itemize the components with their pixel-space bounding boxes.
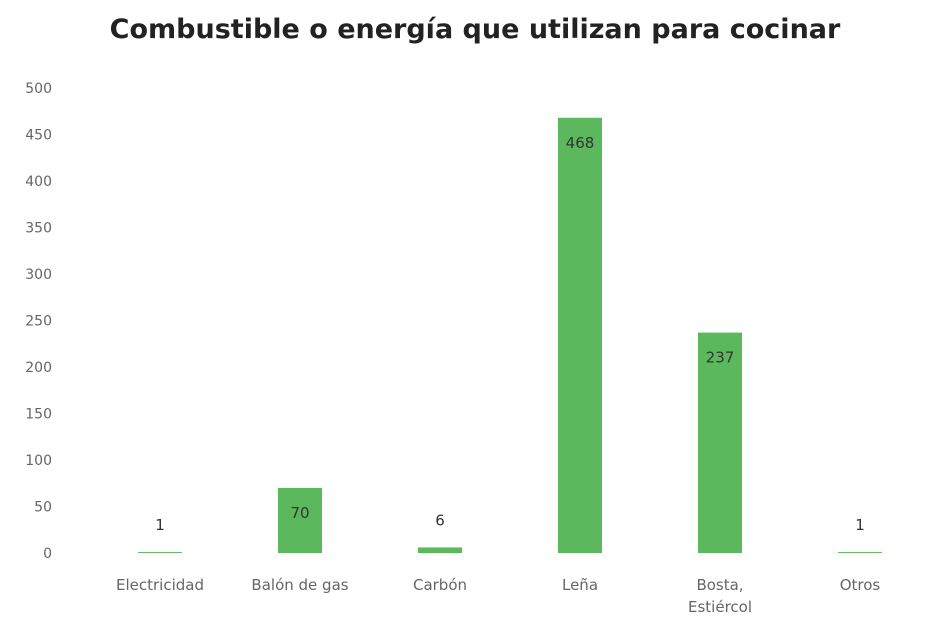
y-tick-label: 300 <box>25 267 52 283</box>
chart-title: Combustible o energía que utilizan para … <box>109 14 841 45</box>
data-label-0: 1 <box>155 516 165 534</box>
y-tick-label: 500 <box>25 81 52 97</box>
data-label-5: 1 <box>855 516 865 534</box>
x-tick-label: Otros <box>840 576 881 594</box>
y-tick-label: 150 <box>25 407 52 423</box>
y-tick-label: 350 <box>25 221 52 237</box>
bar-0 <box>138 552 182 553</box>
y-tick-label: 400 <box>25 174 52 190</box>
x-tick-label: Bosta, <box>696 576 743 594</box>
x-tick-label: Estiércol <box>688 598 752 616</box>
data-label-4: 237 <box>706 349 735 367</box>
data-label-2: 6 <box>435 511 445 529</box>
bar-4 <box>698 332 742 553</box>
x-tick-label: Carbón <box>413 576 467 594</box>
x-tick-label: Leña <box>562 576 598 594</box>
y-tick-label: 0 <box>43 546 52 562</box>
bar-1 <box>278 487 322 553</box>
y-tick-label: 200 <box>25 360 52 376</box>
bar-3 <box>558 117 602 553</box>
y-tick-label: 450 <box>25 128 52 144</box>
y-tick-label: 50 <box>34 500 52 516</box>
x-tick-label: Electricidad <box>116 576 204 594</box>
x-tick-label: Balón de gas <box>251 576 348 594</box>
data-label-3: 468 <box>566 134 595 152</box>
y-tick-label: 100 <box>25 453 52 469</box>
y-tick-label: 250 <box>25 314 52 330</box>
bar-5 <box>838 552 882 553</box>
bar-2 <box>418 547 462 553</box>
data-label-1: 70 <box>290 504 309 522</box>
